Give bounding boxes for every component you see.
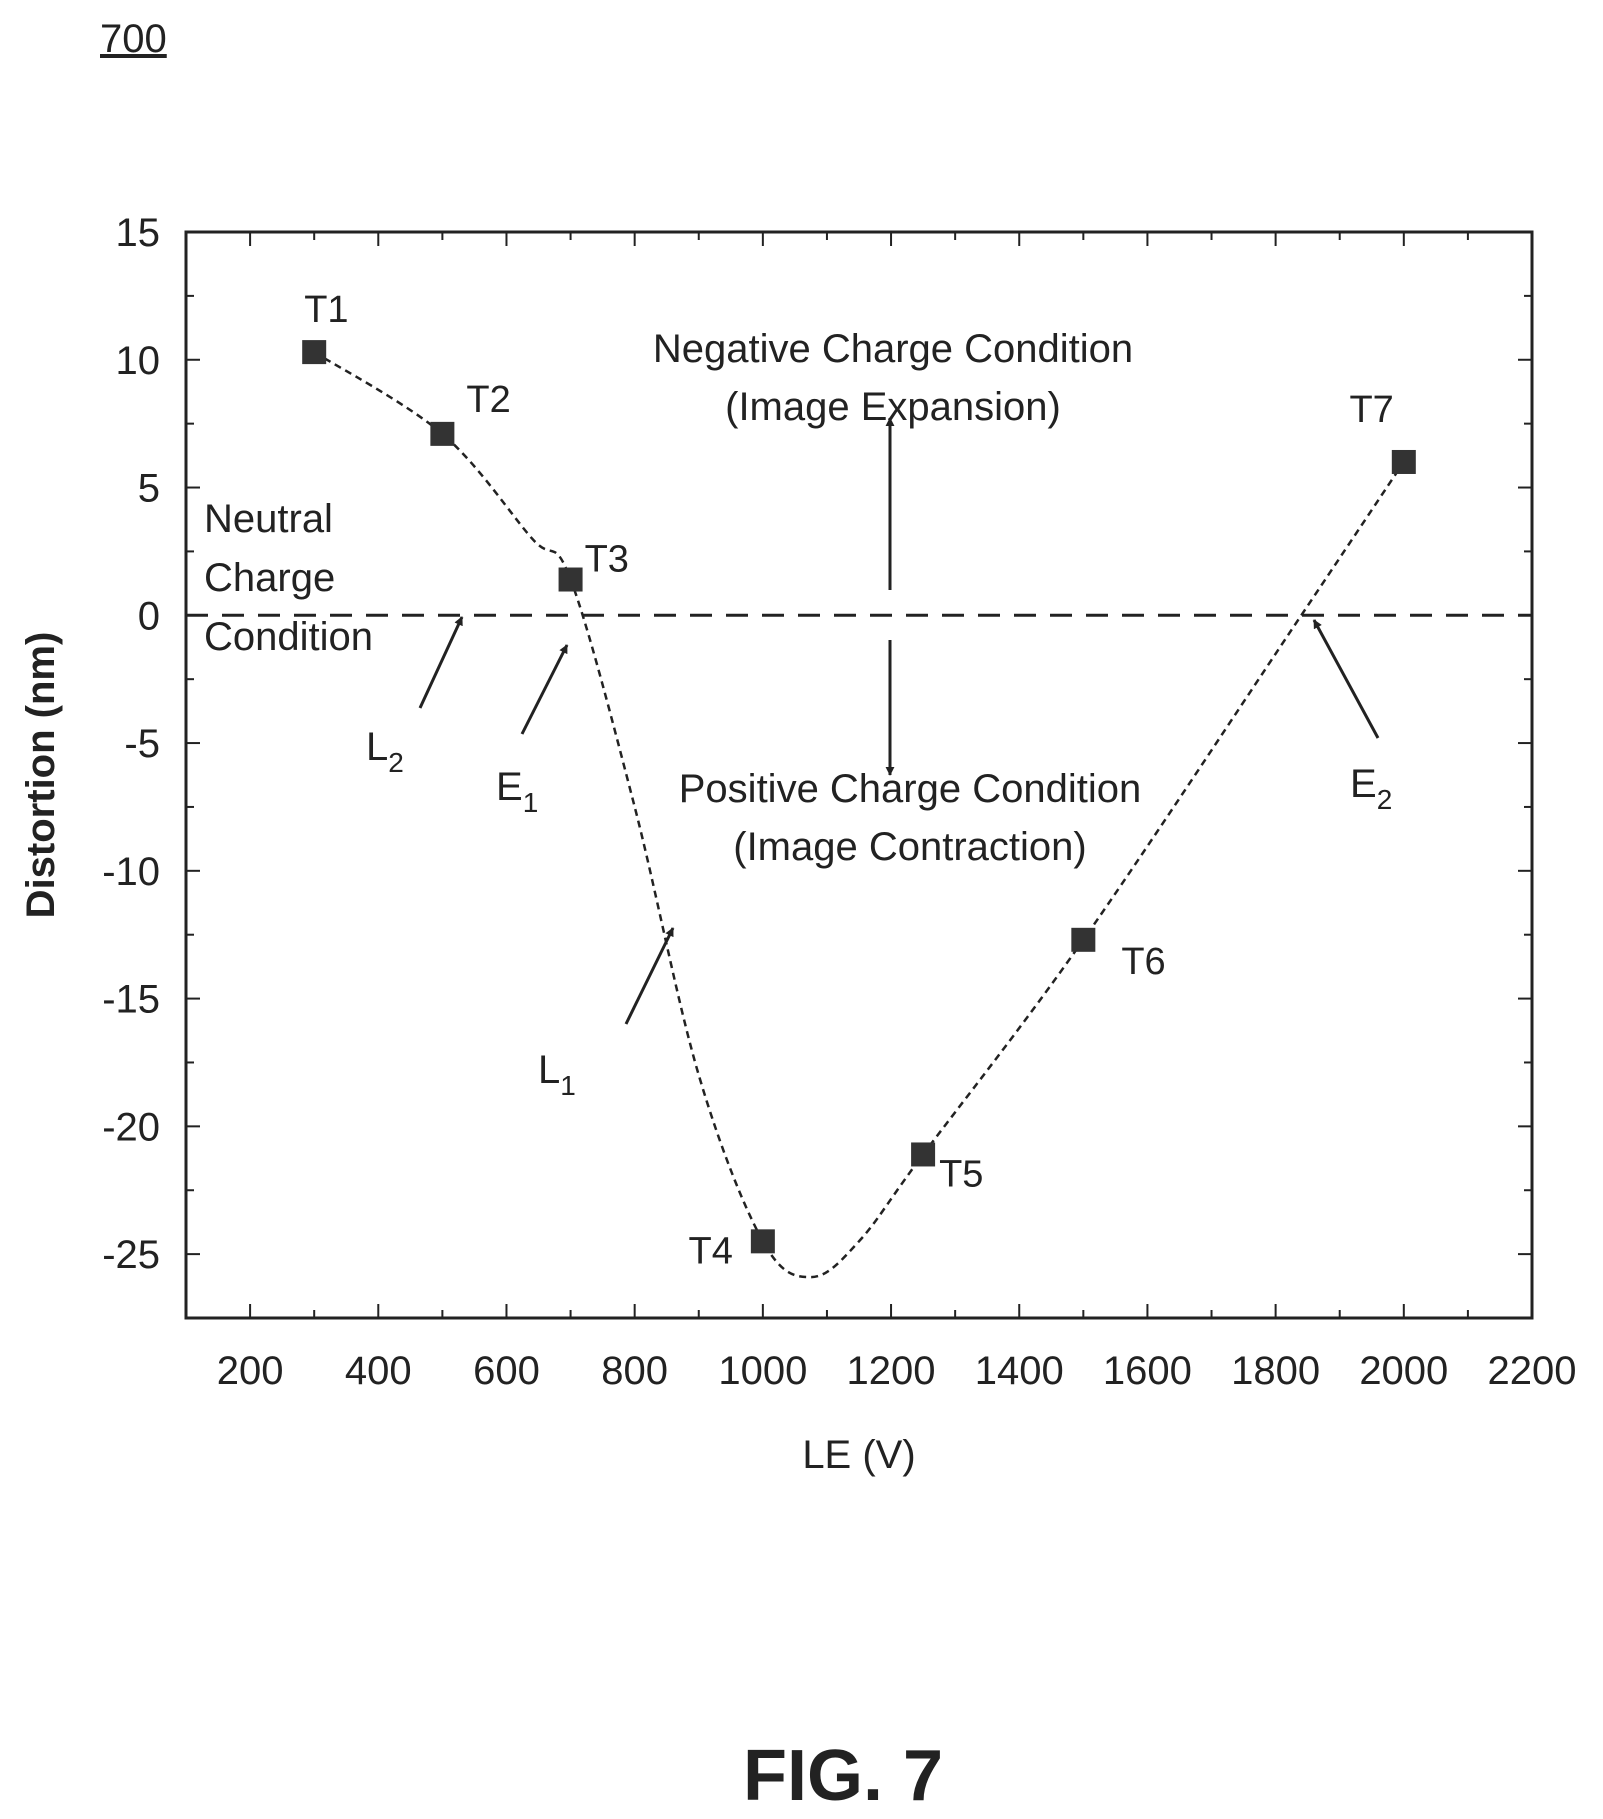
y-tick-label: -25 bbox=[102, 1233, 160, 1277]
point-label-t6: T6 bbox=[1121, 941, 1165, 983]
axis-ticks: 200 400 600 800 1000 1200 1400 1600 1800 2000 2200… bbox=[102, 211, 1576, 1393]
x-tick-label: 2000 bbox=[1359, 1349, 1448, 1393]
negative-charge-label: Negative Charge Condition bbox=[653, 327, 1133, 371]
point-label-t3: T3 bbox=[585, 539, 629, 581]
l1-label: L1 bbox=[538, 1048, 576, 1101]
neutral-label: Neutral bbox=[204, 497, 333, 541]
e2-label: E2 bbox=[1350, 762, 1392, 815]
y-tick-label: -5 bbox=[124, 722, 160, 766]
y-tick-label: -10 bbox=[102, 850, 160, 894]
point-label-t4: T4 bbox=[688, 1230, 732, 1272]
e1-arrow bbox=[520, 644, 569, 735]
y-tick-label: 5 bbox=[138, 467, 160, 511]
x-tick-label: 1800 bbox=[1231, 1349, 1320, 1393]
data-point-t3 bbox=[558, 567, 583, 592]
y-tick-label: 15 bbox=[116, 211, 161, 255]
e1-label: E1 bbox=[496, 765, 538, 818]
y-tick-label: 0 bbox=[138, 594, 160, 638]
x-tick-label: 400 bbox=[345, 1349, 412, 1393]
x-tick-label: 1000 bbox=[718, 1349, 807, 1393]
data-point-t5 bbox=[911, 1142, 936, 1167]
point-label-t5: T5 bbox=[939, 1153, 983, 1195]
data-point-t7 bbox=[1391, 449, 1416, 474]
l2-label: L2 bbox=[366, 725, 404, 778]
fitted-curve bbox=[313, 351, 1405, 1279]
l1-arrow bbox=[624, 927, 675, 1025]
y-tick-label: -20 bbox=[102, 1105, 160, 1149]
e2-arrow bbox=[1312, 619, 1380, 739]
y-axis-title: Distortion (nm) bbox=[19, 632, 63, 919]
data-point-t2 bbox=[430, 421, 455, 446]
image-expansion-label: (Image Expansion) bbox=[725, 385, 1061, 429]
x-tick-label: 800 bbox=[601, 1349, 668, 1393]
positive-charge-label: Positive Charge Condition bbox=[679, 767, 1141, 811]
point-label-t7: T7 bbox=[1349, 389, 1393, 431]
image-contraction-label: (Image Contraction) bbox=[733, 825, 1086, 869]
l2-arrow bbox=[418, 616, 464, 709]
data-points: T1 T2 T3 T4 T5 T6 T7 bbox=[302, 289, 1416, 1272]
data-point-t4 bbox=[750, 1229, 775, 1254]
y-tick-label: -15 bbox=[102, 978, 160, 1022]
x-tick-label: 600 bbox=[473, 1349, 540, 1393]
charge-label: Charge bbox=[204, 556, 335, 600]
x-tick-label: 200 bbox=[217, 1349, 284, 1393]
point-label-t2: T2 bbox=[466, 379, 510, 421]
x-tick-label: 1600 bbox=[1103, 1349, 1192, 1393]
x-tick-label: 1200 bbox=[847, 1349, 936, 1393]
plot-frame bbox=[184, 230, 1534, 1320]
x-tick-label: 1400 bbox=[975, 1349, 1064, 1393]
y-tick-label: 10 bbox=[116, 339, 161, 383]
point-label-t1: T1 bbox=[304, 289, 348, 331]
data-point-t6 bbox=[1071, 927, 1096, 952]
x-tick-label: 2200 bbox=[1488, 1349, 1577, 1393]
figure-caption: FIG. 7 bbox=[743, 1736, 943, 1816]
figure-reference-number: 700 bbox=[100, 17, 167, 61]
x-axis-title: LE (V) bbox=[802, 1433, 915, 1477]
condition-label: Condition bbox=[204, 615, 373, 659]
data-point-t1 bbox=[302, 340, 327, 365]
